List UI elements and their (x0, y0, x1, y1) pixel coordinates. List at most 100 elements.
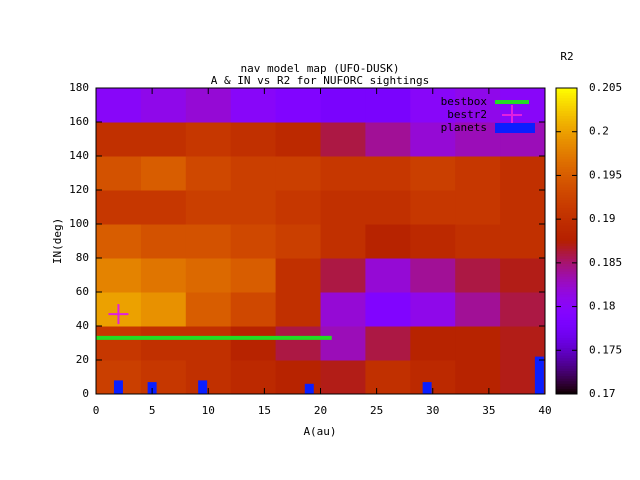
colorbar-band (556, 156, 577, 160)
heatmap-cell (275, 258, 321, 293)
colorbar-band (556, 210, 577, 214)
heatmap-cell (275, 122, 321, 157)
y-tick-label: 140 (69, 149, 89, 162)
heatmap-cell (455, 190, 501, 225)
heatmap-cell (140, 88, 187, 123)
heatmap-cell (185, 156, 232, 191)
colorbar-band (556, 174, 577, 178)
heatmap-cell (410, 258, 456, 293)
heatmap-cell (275, 292, 321, 327)
colorbar-band (556, 299, 577, 303)
colorbar-tick-label: 0.17 (589, 387, 616, 400)
colorbar-band (556, 151, 577, 155)
colorbar-band (556, 200, 577, 204)
colorbar-band (556, 314, 577, 318)
colorbar-band (556, 225, 577, 229)
legend-label: planets (441, 121, 487, 134)
colorbar-band (556, 304, 577, 308)
heatmap-cell (96, 190, 142, 225)
colorbar-band (556, 179, 577, 183)
colorbar-band (556, 116, 577, 120)
colorbar-band (556, 187, 577, 191)
colorbar-band (556, 378, 577, 382)
x-tick-label: 25 (370, 404, 383, 417)
colorbar-band (556, 212, 577, 216)
colorbar-band (556, 266, 577, 270)
colorbar-band (556, 309, 577, 313)
colorbar-band (556, 371, 577, 375)
heatmap-cell (230, 190, 277, 225)
colorbar-band (556, 281, 577, 285)
x-tick-label: 10 (202, 404, 215, 417)
colorbar-band (556, 128, 577, 132)
heatmap-cell (140, 190, 187, 225)
heatmap-cell (230, 292, 277, 327)
heatmap-cell (455, 292, 501, 327)
colorbar-band (556, 118, 577, 122)
heatmap-cell (96, 326, 142, 361)
y-tick-label: 40 (76, 319, 89, 332)
heatmap-cell (320, 122, 366, 157)
heatmap-cell (410, 156, 456, 191)
heatmap-cell (230, 326, 277, 361)
colorbar-tick-label: 0.2 (589, 125, 609, 138)
colorbar-band (556, 253, 577, 257)
heatmap-cell (230, 88, 277, 123)
colorbar-band (556, 108, 577, 112)
heatmap-cell (365, 88, 411, 123)
colorbar-band (556, 353, 577, 357)
colorbar-band (556, 207, 577, 211)
colorbar-band (556, 317, 577, 321)
legend-swatch (502, 105, 522, 125)
colorbar-band (556, 381, 577, 385)
colorbar-band (556, 95, 577, 99)
colorbar-band (556, 330, 577, 334)
colorbar-band (556, 325, 577, 329)
heatmap-cell (185, 224, 232, 259)
colorbar-band (556, 258, 577, 262)
heatmap-cell (365, 224, 411, 259)
planet-bar (198, 380, 208, 394)
heatmap-cell (500, 326, 546, 361)
colorbar-band (556, 294, 577, 298)
colorbar-band (556, 161, 577, 165)
colorbar-band (556, 235, 577, 239)
colorbar-band (556, 113, 577, 117)
heatmap-cell (230, 360, 277, 395)
colorbar-band (556, 243, 577, 247)
colorbar-band (556, 141, 577, 145)
colorbar-band (556, 123, 577, 127)
heatmap-cell (320, 190, 366, 225)
colorbar-band (556, 88, 577, 92)
colorbar-band (556, 202, 577, 206)
x-tick-label: 30 (426, 404, 439, 417)
chart-title: nav model map (UFO-DUSK) (241, 62, 400, 75)
heatmap-cell (410, 190, 456, 225)
colorbar-band (556, 98, 577, 102)
heatmap-cell (96, 156, 142, 191)
heatmap-cell (96, 88, 142, 123)
colorbar-band (556, 246, 577, 250)
heatmap-cell (230, 224, 277, 259)
heatmap-cell (140, 326, 187, 361)
colorbar-frame (555, 87, 578, 395)
colorbar-band (556, 90, 577, 94)
heatmap-cell (410, 122, 456, 157)
colorbar-band (556, 284, 577, 288)
heatmap-cell (365, 190, 411, 225)
colorbar-band (556, 164, 577, 168)
y-tick-label: 120 (69, 183, 89, 196)
colorbar-band (556, 100, 577, 104)
heatmap-cell (365, 360, 411, 395)
colorbar-band (556, 376, 577, 380)
colorbar-band (556, 360, 577, 364)
colorbar-band (556, 335, 577, 339)
colorbar-tick-label: 0.18 (589, 300, 616, 313)
legend-label: bestr2 (447, 108, 487, 121)
colorbar-band (556, 215, 577, 219)
colorbar-band (556, 190, 577, 194)
heatmap-cell (140, 258, 187, 293)
heatmap-cell (185, 258, 232, 293)
heatmap-cell (140, 292, 187, 327)
